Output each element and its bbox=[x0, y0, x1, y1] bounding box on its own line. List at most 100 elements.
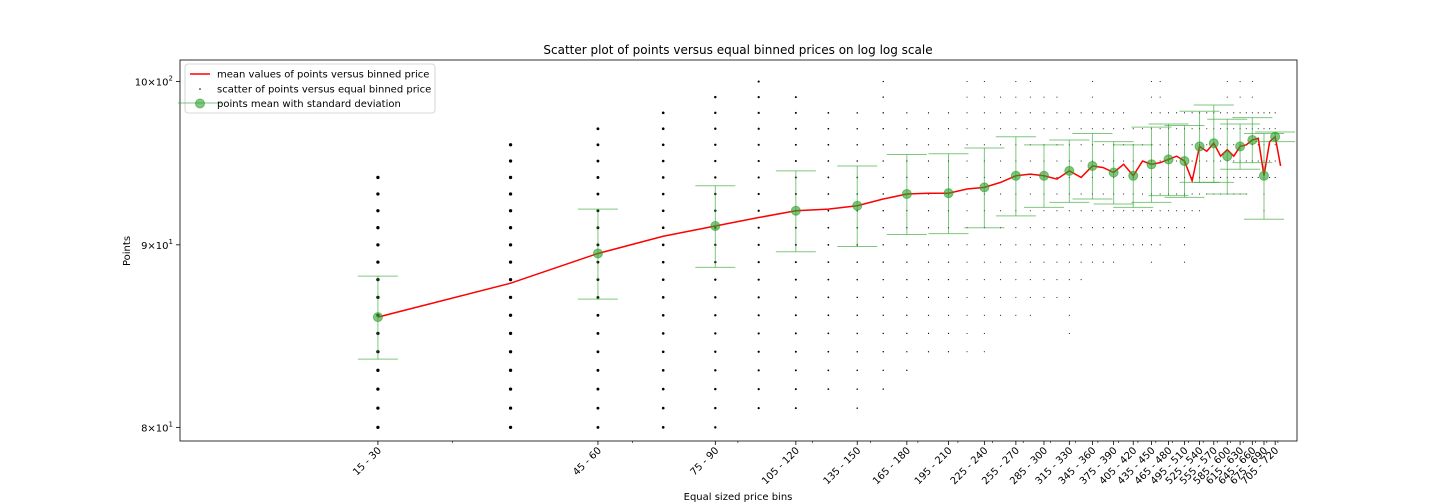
scatter-point bbox=[983, 296, 985, 298]
scatter-point bbox=[947, 112, 950, 114]
scatter-point bbox=[757, 332, 760, 335]
scatter-point bbox=[1245, 128, 1247, 130]
legend: mean values of points versus binned pric… bbox=[178, 63, 436, 114]
scatter-point bbox=[1113, 210, 1115, 212]
scatter-point bbox=[1000, 160, 1002, 162]
scatter-point bbox=[927, 332, 930, 335]
scatter-point bbox=[1239, 176, 1241, 178]
scatter-point bbox=[1000, 261, 1002, 263]
scatter-point bbox=[757, 209, 760, 212]
scatter-point bbox=[1102, 112, 1104, 114]
scatter-point bbox=[1123, 160, 1125, 162]
scatter-point bbox=[757, 314, 760, 317]
y-tick-label: 9×101 bbox=[141, 238, 173, 252]
scatter-point bbox=[966, 351, 968, 353]
scatter-point bbox=[1102, 227, 1104, 229]
scatter-point bbox=[1220, 144, 1222, 146]
scatter-point bbox=[927, 279, 930, 281]
scatter-point bbox=[757, 96, 760, 99]
scatter-point bbox=[966, 244, 968, 246]
scatter-point bbox=[906, 332, 908, 335]
scatter-point bbox=[927, 314, 930, 316]
scatter-point bbox=[757, 127, 760, 130]
scatter-point bbox=[856, 314, 858, 317]
scatter-point bbox=[1269, 160, 1271, 162]
scatter-point bbox=[1176, 160, 1178, 162]
scatter-point bbox=[714, 314, 717, 317]
scatter-point bbox=[1029, 244, 1031, 246]
scatter-point bbox=[1029, 261, 1031, 263]
scatter-point bbox=[827, 127, 830, 130]
scatter-point bbox=[1150, 210, 1153, 212]
scatter-point bbox=[856, 261, 858, 263]
scatter-point bbox=[1159, 144, 1161, 146]
scatter-point bbox=[947, 128, 950, 130]
scatter-point bbox=[1159, 112, 1161, 114]
scatter-point bbox=[1102, 261, 1104, 263]
scatter-point bbox=[856, 160, 858, 162]
scatter-point bbox=[1269, 112, 1271, 114]
scatter-point bbox=[1150, 244, 1153, 246]
scatter-point bbox=[714, 127, 717, 130]
scatter-point bbox=[906, 314, 908, 316]
y-axis-label: Points bbox=[122, 236, 133, 266]
scatter-point bbox=[596, 192, 600, 196]
scatter-point bbox=[1132, 244, 1134, 246]
mean-marker bbox=[852, 200, 863, 211]
scatter-point bbox=[983, 332, 985, 334]
scatter-point bbox=[1091, 96, 1093, 98]
scatter-point bbox=[1080, 144, 1082, 146]
scatter-point bbox=[714, 426, 717, 429]
scatter-point bbox=[882, 128, 884, 130]
scatter-point bbox=[966, 81, 968, 83]
scatter-point bbox=[947, 351, 950, 353]
scatter-point bbox=[508, 406, 513, 410]
scatter-point bbox=[794, 96, 797, 99]
scatter-point bbox=[757, 407, 760, 410]
scatter-point bbox=[794, 332, 797, 335]
scatter-point bbox=[1000, 210, 1002, 212]
scatter-point bbox=[1141, 244, 1144, 246]
scatter-point bbox=[1068, 261, 1070, 263]
scatter-point bbox=[856, 278, 858, 281]
scatter-point bbox=[1274, 112, 1276, 114]
scatter-point bbox=[882, 332, 884, 335]
scatter-point bbox=[1251, 81, 1253, 83]
scatter-point bbox=[508, 243, 513, 247]
scatter-point bbox=[1159, 96, 1161, 98]
scatter-point bbox=[714, 296, 717, 299]
scatter-point bbox=[1091, 112, 1093, 114]
scatter-point bbox=[661, 406, 665, 410]
scatter-point bbox=[882, 314, 884, 317]
scatter-point bbox=[827, 111, 830, 114]
scatter-point bbox=[1029, 128, 1031, 130]
scatter-point bbox=[827, 226, 830, 229]
scatter-point bbox=[1245, 176, 1247, 178]
scatter-point bbox=[947, 332, 950, 335]
scatter-point bbox=[1102, 193, 1104, 195]
scatter-point bbox=[1199, 210, 1201, 212]
legend-label-scatter: scatter of points versus equal binned pr… bbox=[217, 85, 431, 96]
scatter-point bbox=[1269, 128, 1271, 130]
scatter-point bbox=[1056, 128, 1058, 130]
scatter-point bbox=[1056, 112, 1058, 114]
y-axis: 8×101 9×101 10×102 bbox=[135, 75, 180, 434]
scatter-point bbox=[1015, 112, 1017, 114]
scatter-point bbox=[1113, 227, 1115, 229]
scatter-point bbox=[1043, 296, 1045, 298]
scatter-point bbox=[794, 143, 797, 146]
scatter-point bbox=[1167, 227, 1170, 229]
scatter-point bbox=[1056, 279, 1058, 281]
scatter-point bbox=[508, 331, 513, 336]
mean-line-layer bbox=[377, 135, 1282, 318]
scatter-point bbox=[794, 160, 797, 163]
scatter-point bbox=[1274, 144, 1276, 146]
scatter-point bbox=[714, 159, 717, 163]
scatter-point bbox=[1183, 244, 1186, 246]
scatter-point bbox=[1043, 210, 1045, 212]
mean-marker bbox=[1222, 151, 1233, 162]
scatter-point bbox=[661, 209, 665, 213]
x-tick-label: 45 - 60 bbox=[571, 445, 604, 478]
scatter-point bbox=[1226, 81, 1228, 83]
